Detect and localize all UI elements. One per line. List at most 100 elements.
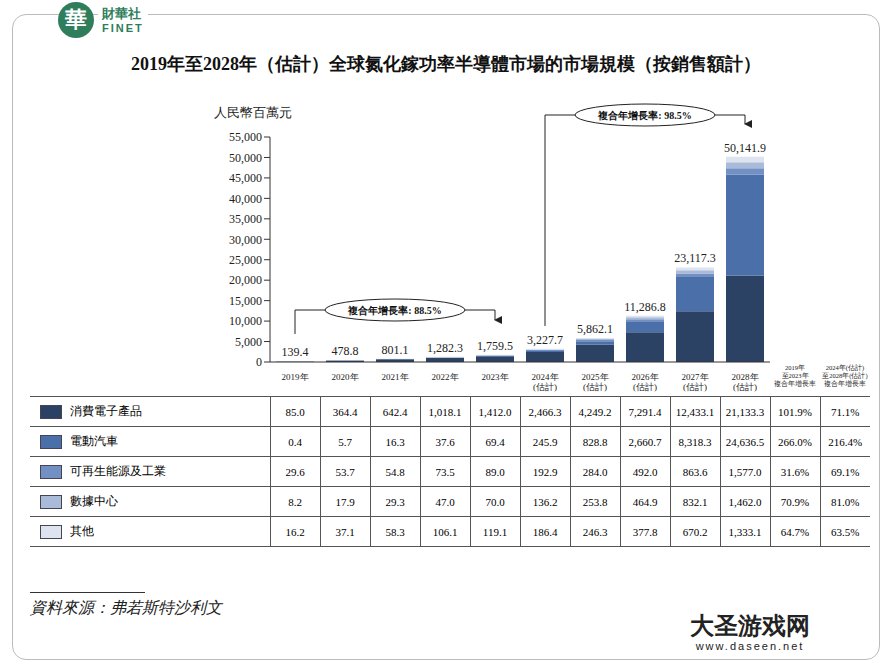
html-text:642.4: 642.4 <box>382 405 408 418</box>
html-text:其他: 其他 <box>70 524 94 538</box>
html-text:2,660.7: 2,660.7 <box>628 435 662 448</box>
html-text:2,466.3: 2,466.3 <box>528 405 562 418</box>
html-text:24,636.5: 24,636.5 <box>725 435 765 448</box>
html-text:70.9%: 70.9% <box>780 495 810 508</box>
html-text:136.2: 136.2 <box>532 495 558 508</box>
html-text:0.4: 0.4 <box>288 435 302 448</box>
html-text:5.7: 5.7 <box>338 435 352 448</box>
html-text:253.8: 253.8 <box>582 495 608 508</box>
svg-text:50,000: 50,000 <box>229 151 262 165</box>
html-text:4,249.2: 4,249.2 <box>578 405 612 418</box>
html-text:492.0: 492.0 <box>632 465 658 478</box>
svg-text:478.8: 478.8 <box>332 344 359 358</box>
html-text:101.9%: 101.9% <box>778 405 812 418</box>
svg-text:5,000: 5,000 <box>235 335 262 349</box>
svg-text:2021年: 2021年 <box>382 372 409 382</box>
html-text:1,412.0: 1,412.0 <box>478 405 512 418</box>
svg-text:55,000: 55,000 <box>229 130 262 144</box>
html-text:69.4: 69.4 <box>485 435 505 448</box>
html-text:828.8: 828.8 <box>582 435 608 448</box>
html-text:73.5: 73.5 <box>435 465 455 478</box>
html-text:大圣游戏网: 大圣游戏网 <box>690 612 810 639</box>
svg-text:45,000: 45,000 <box>229 171 262 185</box>
svg-text:1,759.5: 1,759.5 <box>477 339 513 353</box>
svg-text:1,282.3: 1,282.3 <box>427 341 463 355</box>
svg-text:50,141.9: 50,141.9 <box>724 141 766 155</box>
html-text:37.1: 37.1 <box>335 525 355 538</box>
html-text:1,018.1: 1,018.1 <box>428 405 462 418</box>
html-text:54.8: 54.8 <box>385 465 405 478</box>
html-text:58.3: 58.3 <box>385 525 405 538</box>
svg-text:2019年: 2019年 <box>282 372 309 382</box>
html-text:可再生能源及工業: 可再生能源及工業 <box>70 464 166 478</box>
html-text:8.2: 8.2 <box>288 495 302 508</box>
html-text:1,462.0: 1,462.0 <box>728 495 762 508</box>
html-text:2019年至2028年（估計）全球氮化鎵功率半導體市場的市場: 2019年至2028年（估計）全球氮化鎵功率半導體市場的市場規模（按銷售額計） <box>131 54 761 74</box>
html-text:29.6: 29.6 <box>285 465 305 478</box>
html-text:464.9: 464.9 <box>632 495 658 508</box>
html-text:資料來源：弗若斯特沙利文: 資料來源：弗若斯特沙利文 <box>30 599 222 616</box>
html-text:財華社: 財華社 <box>102 6 141 21</box>
html-text:69.1%: 69.1% <box>831 465 860 478</box>
svg-text:801.1: 801.1 <box>382 343 409 357</box>
svg-text:0: 0 <box>256 355 262 369</box>
html-text:106.1: 106.1 <box>432 525 458 538</box>
svg-text:2020年: 2020年 <box>332 372 359 382</box>
svg-text:3,227.7: 3,227.7 <box>527 333 563 347</box>
html-text:85.0: 85.0 <box>285 405 305 418</box>
html-text:53.7: 53.7 <box>335 465 355 478</box>
svg-text:2027年(估計): 2027年(估計) <box>682 372 709 392</box>
svg-text:10,000: 10,000 <box>229 314 262 328</box>
html-text:863.6: 863.6 <box>682 465 708 478</box>
html-text:70.0: 70.0 <box>485 495 505 508</box>
html-text:31.6%: 31.6% <box>780 465 810 478</box>
svg-text:23,117.3: 23,117.3 <box>674 251 716 265</box>
html-text:12,433.1: 12,433.1 <box>675 405 715 418</box>
html-text:284.0: 284.0 <box>582 465 608 478</box>
svg-text:20,000: 20,000 <box>229 273 262 287</box>
svg-text:2022年: 2022年 <box>432 372 459 382</box>
html-text:364.4: 364.4 <box>332 405 358 418</box>
svg-text:15,000: 15,000 <box>229 294 262 308</box>
html-text:245.9: 245.9 <box>532 435 558 448</box>
svg-text:2024年(估計): 2024年(估計) <box>532 372 559 392</box>
html-text:216.4%: 216.4% <box>828 435 863 448</box>
svg-text:複合年增長率: 88.5%: 複合年增長率: 88.5% <box>347 305 441 316</box>
svg-text:2023年: 2023年 <box>482 372 509 382</box>
svg-text:2028年(估計): 2028年(估計) <box>732 372 759 392</box>
svg-text:30,000: 30,000 <box>229 233 262 247</box>
html-text:89.0: 89.0 <box>485 465 505 478</box>
html-text:華: 華 <box>65 7 87 32</box>
svg-text:複合年增長率: 98.5%: 複合年增長率: 98.5% <box>597 110 691 121</box>
html-text:21,133.3: 21,133.3 <box>725 405 765 418</box>
svg-text:2026年(估計): 2026年(估計) <box>632 372 659 392</box>
html-text:266.0%: 266.0% <box>778 435 812 448</box>
html-text:29.3: 29.3 <box>385 495 405 508</box>
html-text:2019年 至2023年 複合年增長率: 2019年 至2023年 複合年增長率 <box>774 364 816 387</box>
svg-text:2025年(估計): 2025年(估計) <box>582 372 609 392</box>
svg-text:11,286.8: 11,286.8 <box>624 300 666 314</box>
html-text:81.0%: 81.0% <box>831 495 860 508</box>
html-text:16.3: 16.3 <box>385 435 405 448</box>
html-text:71.1%: 71.1% <box>831 405 860 418</box>
html-text:8,318.3: 8,318.3 <box>678 435 712 448</box>
html-text:電動汽車: 電動汽車 <box>70 434 118 448</box>
html-text:數據中心: 數據中心 <box>70 494 118 508</box>
html-text:119.1: 119.1 <box>482 525 508 538</box>
html-text:1,577.0: 1,577.0 <box>728 465 762 478</box>
html-text:7,291.4: 7,291.4 <box>628 405 662 418</box>
svg-text:40,000: 40,000 <box>229 192 262 206</box>
svg-text:139.4: 139.4 <box>282 345 309 359</box>
html-text:37.6: 37.6 <box>435 435 455 448</box>
html-text:47.0: 47.0 <box>435 495 455 508</box>
html-text:人民幣百萬元: 人民幣百萬元 <box>214 105 292 120</box>
html-text:2024年(估計) 至2028年(估計) 複合年增長率: 2024年(估計) 至2028年(估計) 複合年增長率 <box>822 364 868 387</box>
html-text:192.9: 192.9 <box>532 465 558 478</box>
svg-text:5,862.1: 5,862.1 <box>577 322 613 336</box>
html-text:消費電子產品: 消費電子產品 <box>70 404 142 418</box>
svg-text:25,000: 25,000 <box>229 253 262 267</box>
html-text:16.2: 16.2 <box>285 525 305 538</box>
html-text:832.1: 832.1 <box>682 495 708 508</box>
html-text:17.9: 17.9 <box>335 495 355 508</box>
svg-text:35,000: 35,000 <box>229 212 262 226</box>
